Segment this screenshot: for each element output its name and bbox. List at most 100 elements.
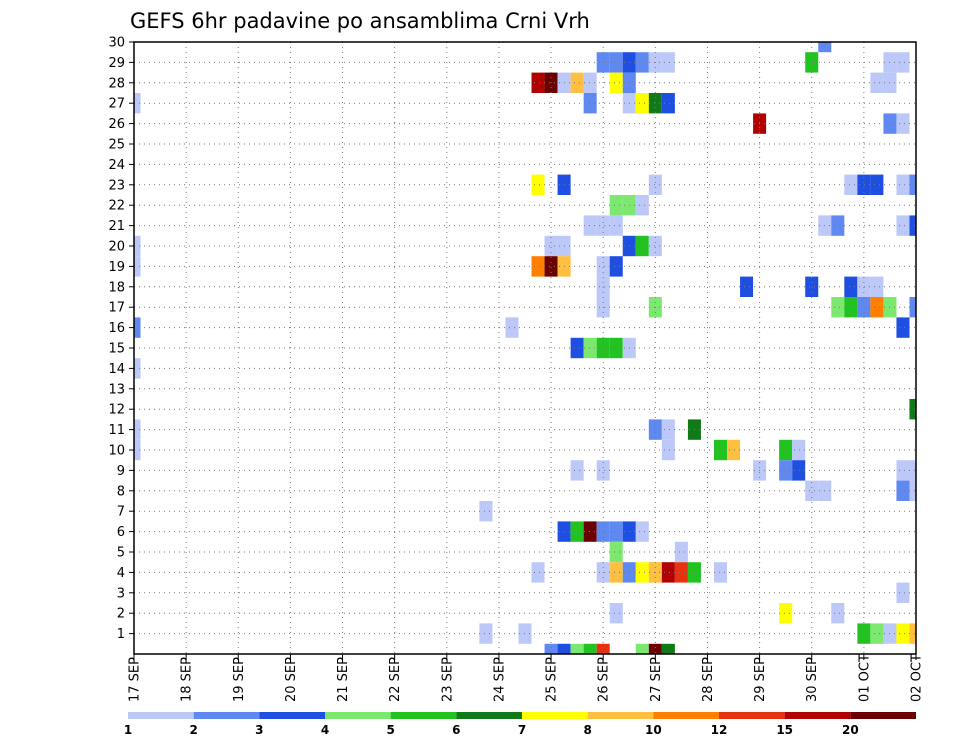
heatmap-cell <box>635 195 649 216</box>
heatmap-cell <box>727 439 741 461</box>
heatmap-cell <box>896 317 910 338</box>
heatmap-cell <box>909 480 916 501</box>
heatmap-cell <box>648 419 662 440</box>
y-tick-label: 26 <box>108 117 125 132</box>
heatmap-cell <box>134 235 141 257</box>
heatmap-cell <box>609 562 623 583</box>
heatmap-cell <box>857 276 871 297</box>
heatmap-cell <box>831 297 845 318</box>
x-axis: 17 SEP 18 SEP 19 SEP 20 SEP 21 SEP 22 SEP 23 S… <box>128 654 925 702</box>
heatmap-cell <box>857 174 871 195</box>
y-tick-label: 17 <box>108 301 125 316</box>
x-tick-label: 02 OCT <box>910 654 925 702</box>
heatmap-cell <box>596 643 610 654</box>
heatmap-cell <box>779 460 793 481</box>
heatmap-cell <box>740 276 754 297</box>
heatmap-cell <box>896 582 910 603</box>
heatmap-cell <box>609 603 623 624</box>
y-tick-label: 18 <box>108 280 125 295</box>
heatmap-cell <box>531 72 545 93</box>
heatmap-cell <box>635 93 649 114</box>
y-tick-label: 12 <box>108 403 125 418</box>
heatmap-cell <box>818 42 832 53</box>
heatmap-cell <box>870 276 884 297</box>
heatmap-cell <box>909 460 916 481</box>
heatmap-cell <box>713 562 728 583</box>
heatmap-cell <box>896 174 910 195</box>
x-tick-label: 27 SEP <box>649 657 664 702</box>
heatmap-cell <box>896 623 910 644</box>
y-tick-label: 3 <box>117 586 125 601</box>
legend-label: 3 <box>255 723 263 737</box>
heatmap-cell <box>648 174 662 195</box>
heatmap-cell <box>805 480 819 501</box>
legend-label: 8 <box>583 723 591 737</box>
heatmap-cell <box>134 256 141 277</box>
heatmap-cell <box>909 215 916 236</box>
legend-label: 7 <box>518 723 526 737</box>
heatmap-cell <box>661 93 675 114</box>
heatmap-cell <box>583 93 597 114</box>
heatmap-cell <box>896 215 910 236</box>
heatmap-cell <box>909 399 916 420</box>
heatmap-cell <box>544 235 558 257</box>
x-tick-label: 23 SEP <box>440 657 455 702</box>
legend-color-swatch <box>128 712 194 719</box>
heatmap-cell <box>896 113 910 134</box>
heatmap-cell <box>134 93 141 114</box>
heatmap-cell <box>134 439 141 461</box>
y-tick-label: 10 <box>108 444 125 459</box>
heatmap-cell <box>505 317 519 338</box>
color-legend: 1 2 3 4 5 6 7 8 10 12 15 20 <box>124 712 916 737</box>
heatmap-cell <box>479 623 493 644</box>
y-tick-label: 19 <box>108 260 125 275</box>
legend-label: 15 <box>776 723 793 737</box>
legend-color-swatch <box>193 712 260 719</box>
y-tick-label: 15 <box>108 342 125 357</box>
heatmap-cell <box>635 643 649 654</box>
y-tick-label: 2 <box>117 607 125 622</box>
legend-color-swatch <box>784 712 851 719</box>
heatmap-cell <box>570 643 584 654</box>
heatmap-cell <box>831 215 845 236</box>
heatmap-cell <box>661 419 675 440</box>
y-tick-label: 6 <box>117 525 125 540</box>
y-tick-label: 1 <box>117 627 125 642</box>
heatmap-cell <box>844 297 858 318</box>
heatmap-cell <box>661 52 675 73</box>
y-tick-label: 7 <box>117 505 125 520</box>
heatmap-cell <box>609 337 623 359</box>
gridlines <box>134 41 916 654</box>
y-tick-label: 24 <box>108 158 125 173</box>
heatmap-cell <box>479 501 493 522</box>
x-tick-label: 28 SEP <box>701 657 716 702</box>
heatmap-cell <box>648 235 662 257</box>
heatmap-cell <box>583 643 597 654</box>
heatmap-cell <box>609 256 623 277</box>
heatmap-cell <box>134 358 141 379</box>
heatmap-cell <box>896 460 910 481</box>
heatmap-cell <box>570 460 584 481</box>
heatmap-cell <box>596 215 610 236</box>
heatmap-cell <box>635 562 649 583</box>
y-tick-label: 14 <box>108 362 125 377</box>
heatmap-cell <box>909 623 916 644</box>
heatmap-cell <box>635 52 649 73</box>
heatmap-cell <box>792 439 806 461</box>
legend-color-swatch <box>850 712 916 719</box>
y-tick-label: 22 <box>108 199 125 214</box>
heatmap-cell <box>583 72 597 93</box>
heatmap-cell <box>870 174 884 195</box>
legend-color-swatch <box>259 712 325 719</box>
heatmap-cell <box>831 603 845 624</box>
heatmap-cell <box>531 562 545 583</box>
legend-color-swatch <box>719 712 785 719</box>
heatmap-cell <box>648 93 662 114</box>
heatmap-cell <box>557 643 571 654</box>
heatmap-cell <box>896 480 910 501</box>
heatmap-cell <box>896 52 910 73</box>
heatmap-cell <box>583 215 597 236</box>
heatmap-cell <box>544 643 558 654</box>
y-tick-label: 13 <box>108 382 125 397</box>
